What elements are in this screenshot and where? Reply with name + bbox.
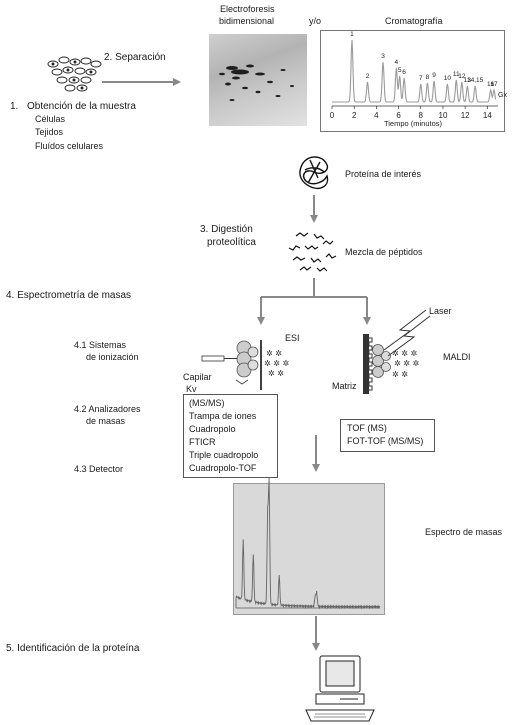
chrom-end-label: Gx [498, 92, 507, 99]
computer-icon [305, 655, 375, 722]
chrom-peak-label: 12 [458, 73, 466, 80]
gel-title: Electroforesis [220, 4, 275, 14]
chrom-peak-label: 11 [453, 71, 460, 78]
chrom-tick-label: 8 [419, 111, 424, 120]
svg-text:✲ ✲: ✲ ✲ [268, 369, 284, 378]
connector-label: y/o [309, 16, 322, 26]
analyzer-item: (MS/MS) [189, 398, 225, 408]
step-4-title: 4. Espectrometría de masas [6, 290, 132, 301]
step-1-title: Obtención de la muestra [27, 101, 136, 112]
svg-text:✲ ✲ ✲: ✲ ✲ ✲ [264, 359, 289, 368]
chrom-peak-label: 16 [487, 81, 495, 88]
gel-title: bidimensional [219, 16, 275, 26]
step-4-1-label: 4.1 Sistemas [74, 340, 127, 350]
svg-text:✲ ✲: ✲ ✲ [392, 370, 408, 379]
chrom-tick-label: 0 [330, 111, 335, 120]
esi-label: ESI [285, 333, 300, 343]
mass-spectrum-trace [235, 477, 381, 610]
chrom-x-label: Tiempo (minutos) [384, 119, 443, 128]
chrom-tick-label: 12 [461, 111, 470, 120]
gel-spots [219, 64, 294, 101]
step-5-label: 5. Identificación de la proteína [6, 643, 140, 654]
peptides-icon [288, 232, 337, 272]
chrom-peak-label: 8 [426, 74, 430, 81]
laser-label: Laser [429, 306, 452, 316]
kv-label: Kv [186, 384, 197, 394]
analyzer-item: TOF (MS) [347, 423, 387, 433]
spectrum-label: Espectro de masas [425, 527, 503, 537]
chrom-peak-label: 7 [419, 75, 423, 82]
chrom-peak-label: 3 [381, 53, 385, 60]
maldi-analyzers-box: TOF (MS) FOT-TOF (MS/MS) [340, 419, 435, 452]
chrom-peak-label: 1 [350, 31, 354, 38]
maldi-source-icon: ✲ ✲ ✲ ✲ ✲ ✲ ✲ ✲ [363, 309, 431, 394]
svg-text:✲ ✲: ✲ ✲ [266, 349, 282, 358]
step-4-2-label: 4.2 Analizadores [74, 404, 141, 414]
peptides-label: Mezcla de péptidos [345, 247, 423, 257]
chrom-peak-label: 4 [395, 59, 399, 66]
chrom-tick-label: 14 [483, 111, 492, 120]
chrom-tick-label: 4 [374, 111, 379, 120]
analyzer-item: Trampa de iones [189, 411, 257, 421]
analyzer-item: FTICR [189, 437, 216, 447]
step-3-label: proteolítica [207, 237, 256, 248]
analyzer-item: Triple cuadropolo [189, 450, 259, 460]
step-4-2-label: de masas [86, 416, 126, 426]
step-1-item: Tejidos [35, 127, 64, 137]
step-1-number: 1. [10, 101, 19, 112]
chrom-peak-label: 6 [402, 69, 406, 76]
chrom-peak-label: 17 [490, 81, 498, 88]
step-1-item: Fluídos celulares [35, 141, 104, 151]
maldi-label: MALDI [443, 352, 471, 362]
svg-text:✲ ✲ ✲: ✲ ✲ ✲ [392, 349, 417, 358]
step-2-label: 2. Separación [104, 52, 166, 63]
cells-icon [47, 56, 102, 92]
step-4-3-label: 4.3 Detector [74, 464, 124, 474]
esi-analyzers-box: (MS/MS) Trampa de iones Cuadropolo FTICR… [183, 394, 278, 478]
capillary-label: Capilar [183, 372, 212, 382]
protein-icon [299, 156, 329, 190]
chrom-peak-label: 2 [366, 73, 370, 80]
spectrum-line [235, 477, 381, 610]
step-3-label: 3. Digestión [200, 224, 253, 235]
mass-spectrum-plot [233, 483, 385, 615]
chrom-peak-label: 10 [444, 75, 452, 82]
2d-gel-image [209, 34, 307, 126]
analyzer-item: Cuadropolo [189, 424, 236, 434]
analyzer-item: FOT-TOF (MS/MS) [347, 436, 424, 446]
chrom-peak-label: 13 [464, 77, 472, 84]
analyzer-item: Cuadropolo-TOF [189, 463, 257, 473]
chromatography-title: Cromatografía [385, 16, 443, 26]
chrom-peak-label: 9 [432, 72, 436, 79]
svg-text:✲ ✲ ✲: ✲ ✲ ✲ [394, 359, 419, 368]
chrom-peak-label: 5 [398, 67, 402, 74]
step-1-item: Células [35, 114, 66, 124]
chrom-peak-label: 14,15 [467, 77, 484, 84]
protein-label: Proteína de interés [345, 169, 422, 179]
matrix-label: Matriz [332, 381, 357, 391]
step-4-1-label: de ionización [86, 352, 139, 362]
chrom-tick-label: 2 [352, 111, 357, 120]
esi-source-icon: ✲ ✲ ✲ ✲ ✲ ✲ ✲ [201, 340, 289, 390]
chrom-trace [332, 39, 497, 103]
chrom-tick-label: 10 [439, 111, 448, 120]
chrom-tick-label: 6 [396, 111, 401, 120]
